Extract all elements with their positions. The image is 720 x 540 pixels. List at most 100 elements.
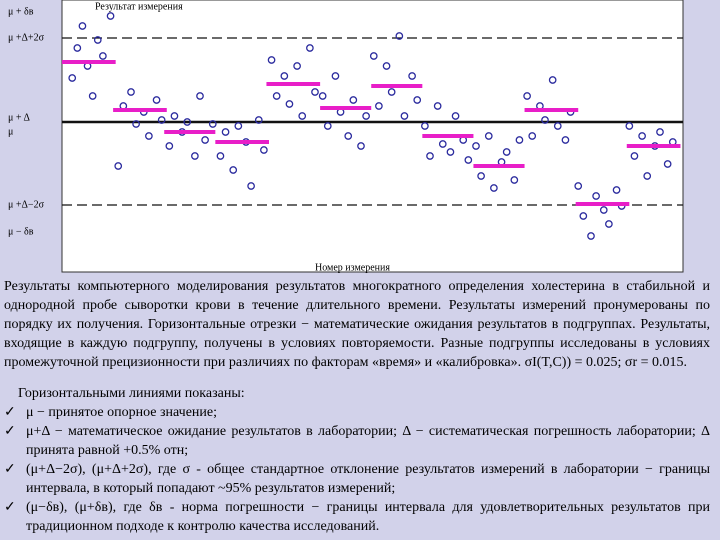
point bbox=[643, 172, 652, 180]
point bbox=[426, 152, 434, 160]
chart: Результат измерения Номер измерения μ + … bbox=[8, 0, 684, 273]
check-icon: ✓ bbox=[4, 424, 16, 439]
point bbox=[99, 52, 107, 60]
point bbox=[553, 122, 562, 130]
y-tick-label: μ + δв bbox=[8, 6, 34, 17]
x-axis-label: Номер измерения bbox=[315, 262, 390, 273]
point bbox=[490, 184, 498, 192]
point bbox=[579, 212, 588, 220]
point bbox=[375, 102, 383, 110]
point bbox=[260, 146, 268, 154]
point bbox=[272, 92, 281, 100]
point bbox=[446, 148, 455, 156]
point bbox=[548, 76, 557, 84]
point bbox=[349, 96, 358, 104]
point bbox=[400, 112, 409, 120]
point bbox=[311, 88, 319, 96]
plot-area bbox=[61, 0, 684, 273]
point bbox=[528, 132, 537, 140]
point bbox=[157, 116, 166, 124]
point bbox=[318, 92, 327, 100]
point bbox=[477, 172, 485, 180]
point bbox=[221, 128, 230, 136]
point bbox=[267, 56, 276, 64]
item-text: μ+Δ − математическое ожидание результато… bbox=[26, 424, 710, 458]
y-tick-label: μ − δв bbox=[8, 226, 34, 237]
point bbox=[208, 120, 217, 128]
paragraph: Результаты компьютерного моделирования р… bbox=[4, 279, 710, 370]
item-text: (μ−δв), (μ+δв), где δв - норма погрешнос… bbox=[26, 500, 710, 534]
point bbox=[451, 112, 460, 120]
point bbox=[78, 22, 87, 30]
point bbox=[88, 92, 97, 100]
point bbox=[433, 102, 442, 110]
point bbox=[587, 232, 595, 240]
y-tick-label: μ +Δ−2σ bbox=[8, 199, 45, 210]
point bbox=[421, 122, 429, 130]
item-text: (μ+Δ−2σ), (μ+Δ+2σ), где σ - общее станда… bbox=[26, 462, 710, 496]
point bbox=[663, 160, 672, 168]
point bbox=[395, 32, 404, 40]
point bbox=[73, 44, 82, 52]
list: Горизонтальными линиями показаны: ✓ μ − п… bbox=[4, 384, 710, 536]
list-item: ✓ μ − принятое опорное значение; bbox=[4, 403, 710, 422]
point bbox=[127, 88, 135, 96]
point bbox=[196, 92, 204, 100]
point bbox=[216, 152, 225, 160]
point bbox=[247, 182, 255, 190]
point bbox=[510, 176, 519, 184]
point bbox=[234, 122, 243, 130]
point bbox=[464, 156, 473, 164]
y-tick-label: μ + Δ bbox=[8, 112, 30, 123]
chart-title: Результат измерения bbox=[95, 1, 183, 12]
list-item: ✓ (μ+Δ−2σ), (μ+Δ+2σ), где σ - общее станд… bbox=[4, 460, 710, 498]
point bbox=[344, 132, 353, 140]
point bbox=[298, 112, 307, 120]
list-item: ✓ (μ−δв), (μ+δв), где δв - норма погрешно… bbox=[4, 498, 710, 536]
point bbox=[484, 132, 493, 140]
check-icon: ✓ bbox=[4, 405, 16, 420]
point bbox=[191, 152, 199, 160]
point bbox=[413, 96, 422, 104]
point bbox=[229, 166, 238, 174]
point bbox=[323, 122, 332, 130]
point bbox=[285, 100, 294, 108]
point bbox=[306, 44, 314, 52]
point bbox=[592, 192, 600, 200]
point bbox=[612, 186, 621, 194]
point bbox=[331, 72, 340, 80]
point bbox=[515, 136, 524, 144]
point bbox=[638, 132, 646, 140]
point bbox=[369, 52, 378, 60]
point bbox=[362, 112, 370, 120]
point bbox=[523, 92, 531, 100]
point bbox=[254, 116, 263, 124]
point bbox=[574, 182, 583, 190]
check-icon: ✓ bbox=[4, 462, 16, 477]
point bbox=[201, 136, 209, 144]
list-item: ✓ μ+Δ − математическое ожидание результат… bbox=[4, 422, 710, 460]
point bbox=[599, 206, 608, 214]
point bbox=[561, 136, 570, 144]
point bbox=[408, 72, 416, 80]
point bbox=[656, 128, 664, 136]
point bbox=[357, 142, 365, 150]
point bbox=[438, 140, 447, 148]
point bbox=[68, 74, 77, 82]
point bbox=[280, 72, 289, 80]
y-tick-label: μ bbox=[8, 126, 13, 137]
point bbox=[625, 122, 634, 130]
point bbox=[387, 88, 396, 96]
point bbox=[93, 36, 102, 44]
check-icon: ✓ bbox=[4, 500, 16, 515]
point bbox=[293, 62, 301, 70]
point bbox=[541, 116, 549, 124]
point bbox=[132, 120, 140, 128]
point bbox=[165, 142, 174, 150]
point bbox=[382, 62, 391, 70]
point bbox=[170, 112, 179, 120]
point bbox=[145, 132, 153, 140]
point bbox=[472, 142, 480, 150]
item-text: μ − принятое опорное значение; bbox=[26, 405, 218, 420]
